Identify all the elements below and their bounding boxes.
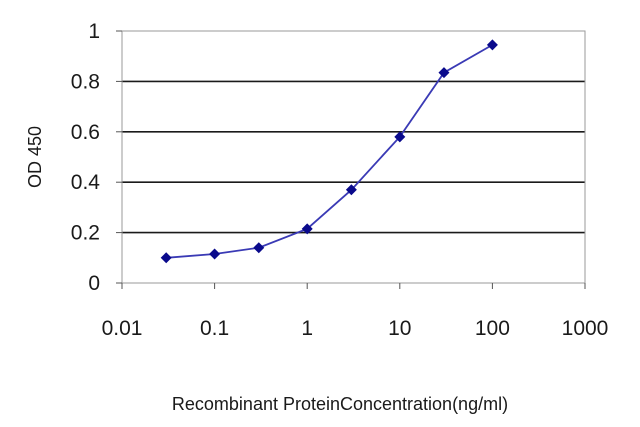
data-point xyxy=(253,242,265,254)
y-tick-label: 0.6 xyxy=(71,121,100,144)
y-tick-label: 1 xyxy=(88,20,100,43)
x-tick-label: 0.01 xyxy=(102,317,143,340)
y-tick-label: 0.8 xyxy=(71,70,100,93)
y-tick-label: 0 xyxy=(88,272,100,295)
data-point xyxy=(438,67,450,79)
x-tick-label: 1 xyxy=(301,317,313,340)
data-point xyxy=(345,184,357,196)
series-layer xyxy=(160,39,498,264)
x-axis-title: Recombinant ProteinConcentration(ng/ml) xyxy=(172,394,508,414)
x-tick-label: 0.1 xyxy=(200,317,229,340)
data-point xyxy=(209,248,221,260)
y-axis-title: OD 450 xyxy=(25,126,45,188)
data-point xyxy=(486,39,498,51)
y-tick-label: 0.4 xyxy=(71,171,101,194)
y-tick-label: 0.2 xyxy=(71,222,100,245)
series-line xyxy=(166,44,493,259)
x-axis-ticks: 0.01 0.1 1 10 100 1000 xyxy=(102,283,609,340)
x-tick-label: 1000 xyxy=(562,317,609,340)
x-tick-label: 10 xyxy=(388,317,411,340)
plot-area xyxy=(121,30,586,284)
y-axis-ticks: 0 0.2 0.4 0.6 0.8 1 xyxy=(71,20,122,295)
data-point xyxy=(160,252,172,264)
data-point xyxy=(394,131,406,143)
x-tick-label: 100 xyxy=(475,317,510,340)
data-point xyxy=(301,223,313,235)
gridlines xyxy=(122,80,585,234)
